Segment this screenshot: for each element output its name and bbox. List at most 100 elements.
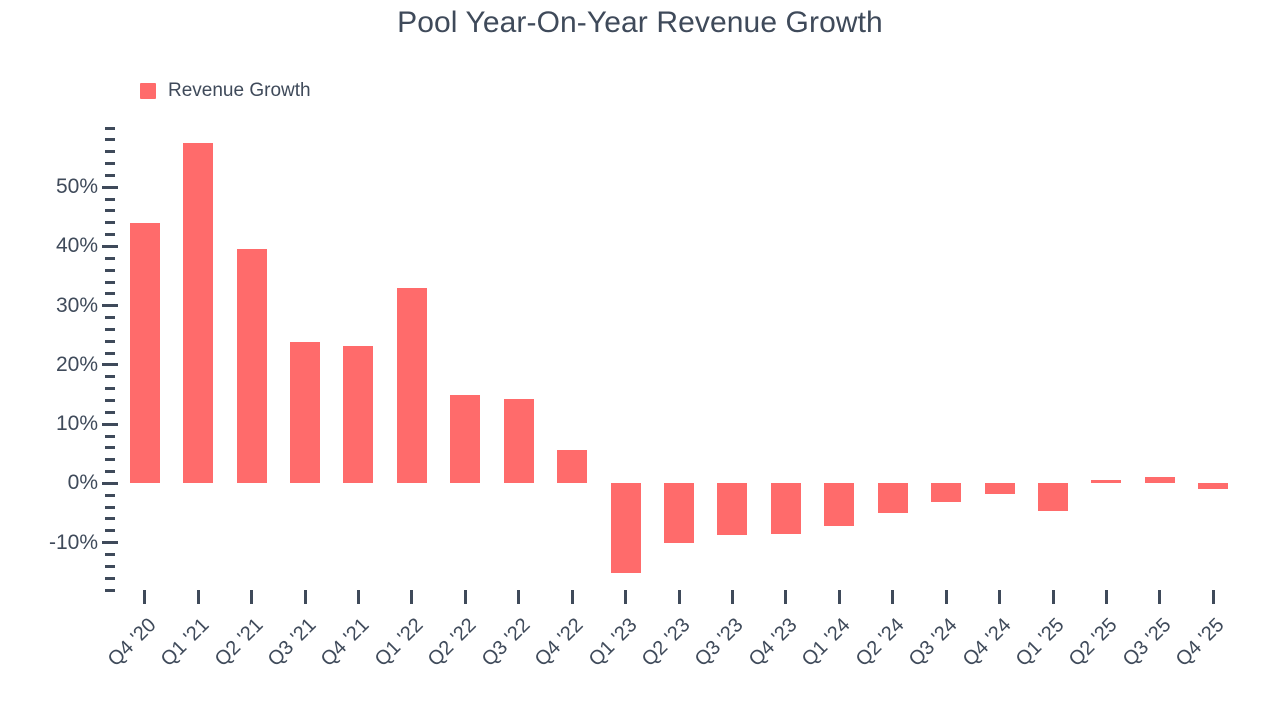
y-axis-minor-tick: [105, 387, 115, 391]
bar[interactable]: [610, 483, 641, 574]
y-axis-minor-tick: [105, 434, 115, 438]
bar[interactable]: [984, 483, 1015, 495]
y-axis-minor-tick: [105, 505, 115, 509]
y-axis-minor-tick: [105, 470, 115, 474]
bar[interactable]: [343, 345, 374, 484]
y-axis-major-tick: [102, 304, 118, 308]
bar-slot[interactable]: [129, 128, 160, 590]
y-axis-major-tick: [102, 363, 118, 367]
bar-slot[interactable]: [770, 128, 801, 590]
bar[interactable]: [931, 483, 962, 503]
bar-slot[interactable]: [557, 128, 588, 590]
bar-slot[interactable]: [1198, 128, 1229, 590]
bar-slot[interactable]: [1038, 128, 1068, 590]
y-axis-tick-label: 0%: [67, 471, 98, 495]
bar[interactable]: [1038, 483, 1068, 511]
bar-slot[interactable]: [343, 128, 374, 590]
bar-slot[interactable]: [717, 128, 748, 590]
bar[interactable]: [290, 342, 320, 484]
y-axis-minor-tick: [105, 339, 115, 343]
y-axis-minor-tick: [105, 398, 115, 402]
y-axis-minor-tick: [105, 280, 115, 284]
y-axis-major-tick: [102, 244, 118, 248]
y-axis-minor-tick: [105, 197, 115, 201]
bar[interactable]: [664, 483, 694, 543]
bar-slot[interactable]: [877, 128, 908, 590]
bar[interactable]: [1144, 476, 1175, 484]
y-axis-tick-label: 40%: [55, 234, 98, 258]
x-axis-tick: [1158, 590, 1162, 604]
y-axis-minor-tick: [105, 410, 115, 414]
y-axis-minor-tick: [105, 552, 115, 556]
x-axis-tick: [356, 590, 360, 604]
bar[interactable]: [503, 398, 534, 484]
y-axis-minor-tick: [105, 292, 115, 296]
bar-slot[interactable]: [450, 128, 481, 590]
x-axis-tick: [1211, 590, 1215, 604]
y-axis-minor-tick: [105, 150, 115, 154]
y-axis-minor-tick: [105, 221, 115, 225]
x-axis-tick: [624, 590, 628, 604]
y-axis-minor-tick: [105, 327, 115, 331]
x-axis-tick: [463, 590, 467, 604]
bar-slot[interactable]: [503, 128, 534, 590]
bar[interactable]: [1198, 483, 1229, 490]
y-axis-minor-tick: [105, 588, 115, 592]
y-axis-minor-tick: [105, 517, 115, 521]
y-axis-minor-tick: [105, 564, 115, 568]
bar-slot[interactable]: [1091, 128, 1122, 590]
y-axis-major-tick: [102, 541, 118, 545]
bar-slot[interactable]: [396, 128, 427, 590]
x-axis-tick: [517, 590, 521, 604]
y-axis-major-tick: [102, 481, 118, 485]
bar[interactable]: [450, 395, 481, 484]
bar-slot[interactable]: [183, 128, 214, 590]
bar[interactable]: [236, 249, 267, 484]
x-axis-tick: [1051, 590, 1055, 604]
y-axis-minor-tick: [105, 351, 115, 355]
y-axis-minor-tick: [105, 138, 115, 142]
y-axis-minor-tick: [105, 209, 115, 213]
bar-slot[interactable]: [1144, 128, 1175, 590]
bar-slot[interactable]: [290, 128, 320, 590]
bar-slot[interactable]: [610, 128, 641, 590]
bar[interactable]: [717, 483, 748, 535]
x-axis-tick: [998, 590, 1002, 604]
x-axis-tick: [196, 590, 200, 604]
bar[interactable]: [824, 483, 855, 527]
x-axis-tick: [410, 590, 414, 604]
plot-area: 50% 40% 30% 20% 10% 0% -10% Q4 '20 Q1 '21 Q2 '21…: [49, 126, 1240, 671]
x-axis-tick: [944, 590, 948, 604]
bar[interactable]: [183, 143, 214, 484]
y-axis-tick-label: 10%: [55, 412, 98, 436]
y-axis-tick-label: 20%: [55, 352, 98, 376]
bar[interactable]: [557, 450, 588, 484]
bar-slot[interactable]: [824, 128, 855, 590]
bar-slot[interactable]: [236, 128, 267, 590]
legend-item-label: Revenue Growth: [168, 80, 311, 101]
y-axis-tick-label: 50%: [55, 175, 98, 199]
y-axis-minor-tick: [105, 233, 115, 237]
y-axis-minor-tick: [105, 316, 115, 320]
y-axis-minor-tick: [105, 493, 115, 497]
bar[interactable]: [770, 483, 801, 535]
x-axis-tick: [891, 590, 895, 604]
y-axis-tick-label: -10%: [48, 530, 98, 554]
y-axis-minor-tick: [105, 458, 115, 462]
y-axis-tick-label: 30%: [55, 293, 98, 317]
x-axis-tick: [143, 590, 147, 604]
bar[interactable]: [1091, 479, 1122, 484]
bar-slot[interactable]: [931, 128, 962, 590]
x-axis-tick: [677, 590, 681, 604]
bar-slot[interactable]: [664, 128, 694, 590]
bar[interactable]: [396, 287, 427, 484]
chart-title: Pool Year-On-Year Revenue Growth: [397, 6, 883, 39]
x-axis-tick: [303, 590, 307, 604]
bar-series: [118, 128, 1240, 590]
x-axis-tick: [784, 590, 788, 604]
bar[interactable]: [129, 222, 160, 484]
bar[interactable]: [877, 483, 908, 513]
bar-slot[interactable]: [984, 128, 1015, 590]
y-axis-major-tick: [102, 185, 118, 189]
